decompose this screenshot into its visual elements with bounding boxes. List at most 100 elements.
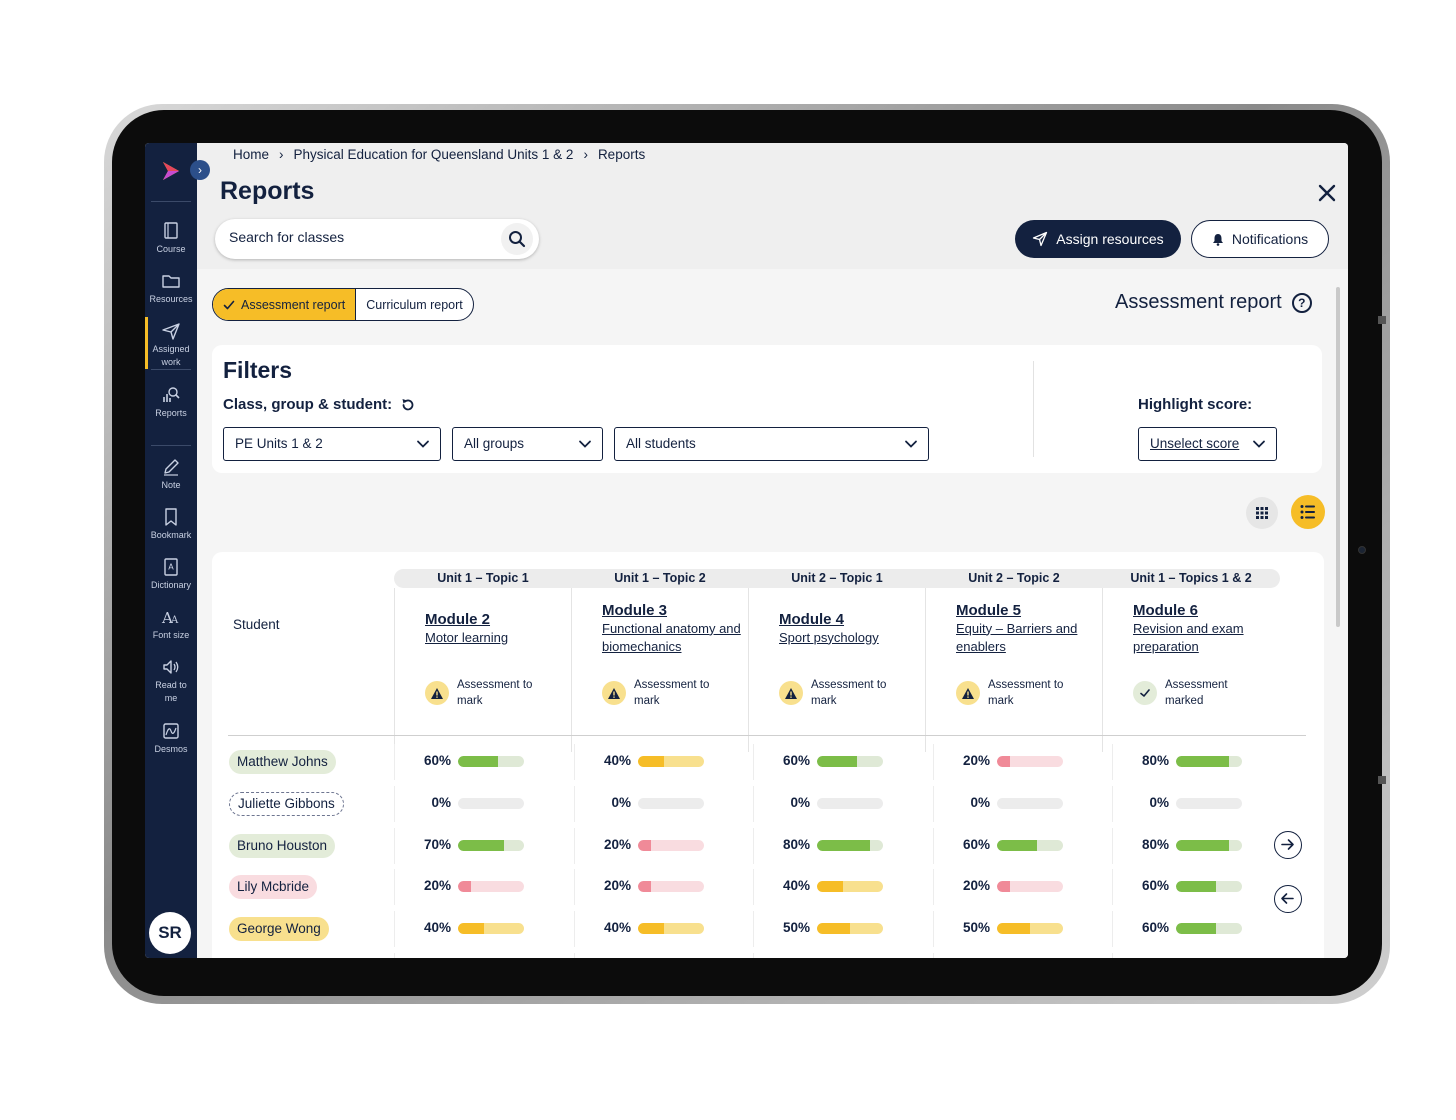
sidebar-item-reports[interactable]: Reports — [145, 385, 197, 420]
search-input[interactable] — [229, 229, 489, 245]
header: Home › Physical Education for Queensland… — [197, 143, 1348, 269]
score-bar — [458, 839, 524, 851]
user-avatar[interactable]: SR — [149, 912, 191, 954]
score-value: 0% — [431, 794, 451, 810]
module-link[interactable]: Module 2 Motor learning — [425, 595, 569, 661]
student-name-pill[interactable]: Lily Mcbride — [229, 875, 318, 900]
sidebar-item-dictionary[interactable]: A Dictionary — [145, 557, 197, 592]
group-select[interactable]: All groups — [452, 427, 603, 461]
sidebar-item-desmos[interactable]: Desmos — [145, 721, 197, 756]
score-bar-fill — [997, 881, 1011, 893]
module-title[interactable]: Module 4 — [779, 610, 845, 628]
student-name-pill[interactable]: Juliette Gibbons — [229, 791, 344, 816]
score-value: 80% — [1141, 836, 1169, 852]
module-subtitle[interactable]: Revision and exam preparation — [1133, 620, 1244, 654]
scroll-left-button[interactable] — [1274, 885, 1302, 913]
breadcrumb-current: Reports — [597, 147, 646, 162]
module-subtitle[interactable]: Motor learning — [425, 629, 509, 645]
assessment-status: Assessment to mark — [779, 677, 891, 709]
score-bar — [817, 923, 883, 935]
score-value: 20% — [962, 753, 990, 768]
notifications-label: Notifications — [1231, 231, 1309, 247]
cell-divider — [574, 869, 575, 906]
search-button[interactable] — [501, 223, 533, 255]
score-bar — [997, 923, 1063, 935]
cell-divider — [1112, 744, 1113, 780]
list-view-button[interactable] — [1291, 495, 1325, 529]
app-logo-icon[interactable] — [160, 160, 182, 182]
student-name-pill[interactable]: George Wong — [229, 917, 329, 942]
module-link[interactable]: Module 4 Sport psychology — [779, 595, 923, 661]
cell-divider — [1112, 869, 1113, 906]
scrollbar[interactable] — [1336, 287, 1340, 627]
table-row: Conor Davies0%0%0%0%0% — [212, 951, 1324, 958]
column-divider — [925, 588, 926, 752]
cell-divider — [574, 953, 575, 958]
cell-divider — [753, 744, 754, 780]
sidebar-item-assigned[interactable]: Assigned work — [145, 317, 197, 369]
module-subtitle[interactable]: Functional anatomy and biomechanics — [602, 620, 741, 654]
sidebar-item-bookmark[interactable]: Bookmark — [145, 507, 197, 542]
score-value: 20% — [962, 878, 990, 894]
sidebar-item-fontsize[interactable]: A A Font size — [145, 607, 197, 642]
score-value: 0% — [970, 794, 990, 810]
assessment-status-text: Assessment to mark — [634, 679, 710, 707]
score-bar — [997, 797, 1063, 809]
tab-curriculum-report[interactable]: Curriculum report — [356, 289, 473, 320]
score-bar — [1176, 839, 1242, 851]
cell-divider — [394, 744, 395, 780]
sidebar-item-course[interactable]: Course — [145, 221, 197, 256]
score-bar-fill — [458, 923, 485, 935]
assessment-status-text: Assessment to mark — [457, 679, 533, 707]
font-size-icon: AA — [161, 609, 179, 627]
sidebar-expand-button[interactable]: › — [190, 160, 210, 180]
score-bar-fill — [638, 881, 652, 893]
sidebar-item-note[interactable]: Note — [145, 457, 197, 492]
student-name-pill[interactable]: Matthew Johns — [229, 750, 336, 774]
class-select[interactable]: PE Units 1 & 2 — [223, 427, 441, 461]
table-row: George Wong 40% 40% 50% 50% 60% — [212, 909, 1324, 951]
module-subtitle[interactable]: Equity – Barriers and enablers — [956, 620, 1078, 654]
svg-text:A: A — [161, 609, 173, 627]
reset-icon[interactable] — [400, 397, 416, 413]
student-name-pill[interactable]: Bruno Houston — [229, 833, 336, 858]
help-icon[interactable]: ? — [1291, 292, 1312, 313]
assign-resources-button[interactable]: Assign resources — [1015, 220, 1181, 258]
grid-view-button[interactable] — [1246, 497, 1278, 529]
module-link[interactable]: Module 5 Equity – Barriers and enablers — [956, 595, 1100, 661]
notifications-button[interactable]: Notifications — [1191, 220, 1329, 258]
breadcrumb-course[interactable]: Physical Education for Queensland Units … — [293, 147, 574, 162]
tablet-camera — [1358, 546, 1366, 554]
svg-text:A: A — [168, 563, 174, 572]
module-link[interactable]: Module 3 Functional anatomy and biomechan… — [602, 595, 746, 661]
sidebar-item-resources[interactable]: Resources — [145, 271, 197, 306]
tab-assessment-report[interactable]: Assessment report — [213, 289, 357, 320]
module-title[interactable]: Module 2 — [425, 610, 491, 628]
score-value: 60% — [1141, 878, 1169, 894]
student-select-value: All students — [626, 436, 696, 451]
score-value: 80% — [782, 836, 810, 852]
score-value: 60% — [423, 753, 451, 768]
highlight-score-select[interactable]: Unselect score — [1138, 427, 1277, 461]
module-subtitle[interactable]: Sport psychology — [779, 629, 879, 645]
module-title[interactable]: Module 3 — [602, 601, 668, 619]
chevron-down-icon — [417, 440, 429, 448]
scroll-right-button[interactable] — [1274, 831, 1302, 859]
module-link[interactable]: Module 6 Revision and exam preparation — [1133, 595, 1277, 661]
column-divider — [748, 588, 749, 752]
cell-divider — [574, 744, 575, 780]
score-bar — [458, 881, 524, 893]
student-select[interactable]: All students — [614, 427, 929, 461]
sidebar-item-readtome[interactable]: Read to me — [145, 657, 197, 705]
module-title[interactable]: Module 5 — [956, 601, 1022, 619]
module-title[interactable]: Module 6 — [1133, 601, 1199, 619]
warning-icon — [425, 681, 449, 705]
close-icon[interactable] — [1315, 181, 1339, 205]
sidebar-item-label: Read to — [155, 680, 187, 690]
chevron-down-icon — [905, 440, 917, 448]
score-value: 0% — [790, 794, 810, 810]
score-bar — [1176, 923, 1242, 935]
breadcrumb-home[interactable]: Home — [233, 147, 270, 162]
unit-topic-label: Unit 2 – Topic 1 — [748, 569, 926, 588]
cell-divider — [394, 869, 395, 906]
